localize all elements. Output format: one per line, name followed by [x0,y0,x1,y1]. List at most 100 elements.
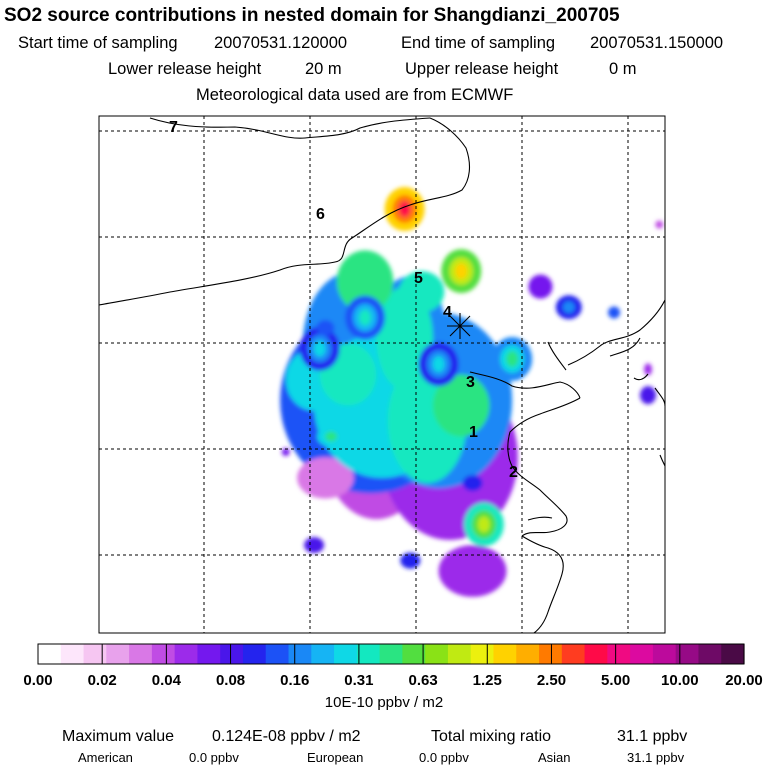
colorbar-segment [288,644,312,664]
plume-mid [432,374,490,437]
plume-patch [400,552,421,569]
plume-hotspot-core [313,340,326,357]
colorbar-segment [698,644,722,664]
plume-patch [421,390,434,401]
map-label-2: 2 [509,464,518,481]
start-time-value: 20070531.120000 [214,34,348,52]
colorbar-segment [174,644,199,664]
map-label-1: 1 [469,424,478,441]
colorbar-segment [106,644,130,664]
total-mixing-value: 31.1 ppbv [617,728,688,745]
european-value: 0.0 ppbv [419,750,469,765]
map-frame [98,115,666,634]
colorbar-segment [402,644,426,664]
plume-hotspot-core [398,201,411,218]
plume-hotspot-core [455,263,468,280]
colorbar-segment [584,644,608,664]
plume-patch [316,319,335,336]
plume-hotspot-core [477,516,490,533]
asian-value: 31.1 ppbv [627,750,685,765]
station-marker-icon [447,313,473,339]
plume-patch [462,475,483,492]
lower-release-label: Lower release height [108,60,262,78]
plume-field [280,187,664,597]
total-mixing-label: Total mixing ratio [431,728,552,745]
max-value: 0.124E-08 ppbv / m2 [212,728,361,745]
colorbar-segment [265,644,290,664]
plume-patch [562,301,575,314]
map-label-6: 6 [316,206,325,223]
colorbar-segment [129,644,153,664]
colorbar-segment [447,644,472,664]
plume-patch [325,431,338,442]
colorbar-segment [38,644,62,664]
colorbar-segment [334,644,358,664]
plume-hotspot-core [359,309,372,326]
plume-patch [640,386,657,405]
map-label-3: 3 [466,374,475,391]
map-label-5: 5 [414,270,423,287]
colorbar-tick-label: 0.02 [88,672,117,689]
colorbar-segment [630,644,654,664]
colorbar-tick-label: 20.00 [725,672,763,689]
colorbar-segment [242,644,267,664]
colorbar-segment [197,644,221,664]
colorbar-segment [539,644,563,664]
chart-title: SO2 source contributions in nested domai… [4,5,620,26]
american-label: American [78,750,133,765]
plume-patch [281,448,290,457]
colorbar-segment [493,644,517,664]
colorbar-segment [311,644,335,664]
plume-patch [304,537,325,554]
plume-patch [528,274,553,299]
colorbar [37,643,745,665]
upper-release-label: Upper release height [405,60,559,78]
colorbar-segment [675,644,700,664]
plume-mid [398,271,445,313]
plume-base [438,545,507,597]
plume-hotspot-core [432,356,445,373]
colorbar-tick-label: 10.00 [661,672,699,689]
map-label-7: 7 [169,119,178,136]
colorbar-segment [470,644,495,664]
european-label: European [307,750,364,765]
asian-label: Asian [538,750,571,765]
plume-mid [336,250,394,313]
colorbar-segment [516,644,540,664]
colorbar-tick-label: 0.31 [344,672,373,689]
colorbar-segment [356,644,381,664]
met-data-line: Meteorological data used are from ECMWF [196,86,514,104]
colorbar-tick-label: 5.00 [601,672,630,689]
end-time-value: 20070531.150000 [590,34,724,52]
colorbar-segment [607,644,631,664]
lower-release-value: 20 m [305,60,342,78]
colorbar-unit-label: 10E-10 ppbv / m2 [325,694,443,711]
colorbar-tick-label: 0.08 [216,672,245,689]
colorbar-segment [721,644,745,664]
colorbar-tick-label: 0.63 [408,672,437,689]
american-value: 0.0 ppbv [189,750,239,765]
colorbar-segment [425,644,449,664]
colorbar-tick-label: 0.00 [23,672,52,689]
colorbar-segment [220,644,244,664]
colorbar-segment [652,644,677,664]
plume-base [297,457,354,499]
colorbar-segment [151,644,176,664]
coastline [99,117,665,633]
upper-release-value: 0 m [609,60,637,78]
max-value-label: Maximum value [62,728,175,745]
end-time-label: End time of sampling [401,34,556,52]
colorbar-tick-label: 0.16 [280,672,309,689]
colorbar-segment [561,644,586,664]
plume-patch [644,363,653,376]
map-grid [99,116,665,633]
plume-patch [655,220,664,229]
plume-hotspot-core [506,350,519,367]
colorbar-tick-label: 2.50 [537,672,566,689]
colorbar-segment [60,644,85,664]
colorbar-segment [83,644,107,664]
start-time-label: Start time of sampling [18,34,178,52]
map-label-4: 4 [443,304,452,321]
colorbar-segment [379,644,403,664]
